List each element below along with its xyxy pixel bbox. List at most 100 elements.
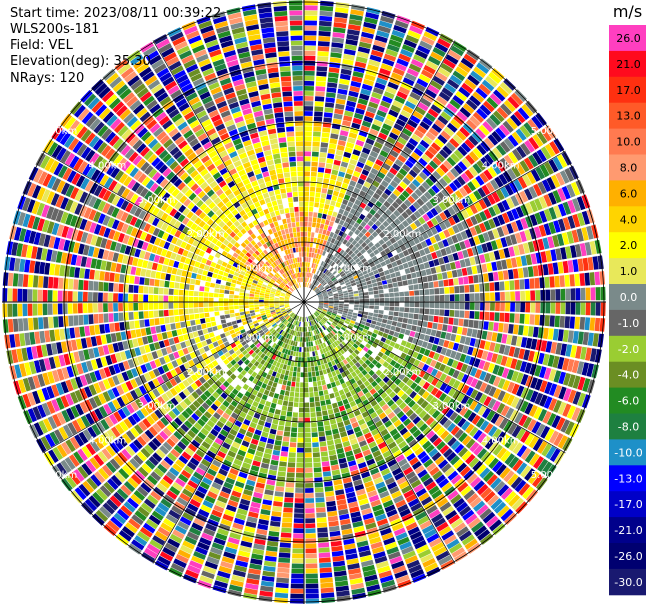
velocity-gate (414, 302, 420, 308)
velocity-gate (348, 237, 355, 243)
velocity-gate (469, 256, 476, 266)
velocity-gate (358, 289, 364, 293)
velocity-gate (23, 318, 29, 331)
velocity-gate (378, 216, 386, 224)
velocity-gate (489, 93, 502, 106)
velocity-gate (524, 314, 530, 325)
velocity-gate (375, 159, 384, 167)
velocity-gate (579, 243, 587, 257)
velocity-gate (394, 297, 400, 302)
velocity-gate (391, 261, 398, 268)
velocity-gate (158, 310, 164, 317)
velocity-gate (366, 268, 373, 273)
velocity-gate (477, 187, 487, 198)
velocity-gate (367, 284, 373, 288)
velocity-gate (348, 291, 354, 295)
velocity-gate (272, 506, 282, 512)
velocity-gate (466, 248, 474, 257)
velocity-gate (567, 330, 574, 343)
velocity-gate (384, 302, 390, 306)
velocity-gate (348, 90, 359, 98)
velocity-gate (418, 73, 431, 84)
velocity-gate (382, 314, 389, 320)
velocity-gate (398, 168, 408, 177)
velocity-gate (484, 153, 495, 165)
velocity-gate (474, 391, 483, 402)
velocity-gate (331, 545, 343, 552)
velocity-gate (497, 378, 506, 389)
velocity-gate (518, 243, 525, 255)
velocity-gate (444, 302, 450, 309)
velocity-gate (360, 248, 366, 255)
velocity-gate (301, 362, 304, 368)
velocity-gate (524, 362, 532, 374)
velocity-gate (386, 278, 393, 284)
velocity-gate (364, 238, 371, 245)
velocity-gate (294, 508, 304, 514)
velocity-gate (312, 247, 316, 253)
velocity-gate (562, 329, 569, 343)
velocity-gate (449, 309, 455, 317)
velocity-gate (314, 350, 319, 356)
velocity-gate (405, 208, 413, 216)
velocity-gate (557, 261, 564, 274)
velocity-gate (481, 243, 489, 253)
velocity-gate (359, 323, 365, 329)
velocity-gate (284, 492, 294, 498)
velocity-gate (373, 212, 381, 220)
velocity-gate (396, 91, 408, 100)
velocity-gate (437, 67, 451, 78)
velocity-gate (316, 522, 328, 528)
velocity-gate (82, 291, 88, 302)
velocity-gate (340, 226, 347, 232)
velocity-gate (324, 204, 330, 210)
velocity-gate (280, 537, 292, 543)
velocity-gate (423, 314, 429, 321)
velocity-gate (374, 114, 385, 123)
velocity-gate (443, 385, 452, 395)
velocity-gate (319, 239, 324, 245)
velocity-gate (357, 245, 364, 252)
velocity-gate (318, 542, 330, 548)
velocity-gate (37, 303, 43, 316)
velocity-gate (444, 287, 450, 294)
velocity-gate (570, 288, 576, 301)
velocity-gate (589, 272, 595, 286)
velocity-gate (504, 280, 510, 291)
velocity-gate (433, 281, 439, 288)
velocity-gate (425, 238, 432, 246)
velocity-gate (278, 420, 285, 426)
velocity-gate (383, 53, 397, 62)
velocity-gate (465, 99, 478, 111)
velocity-gate (291, 568, 304, 574)
velocity-gate (533, 226, 542, 239)
velocity-gate (491, 353, 498, 363)
velocity-gate (432, 274, 438, 281)
velocity-gate (587, 332, 594, 346)
velocity-gate (386, 44, 400, 53)
velocity-gate (449, 286, 455, 294)
velocity-gate (393, 355, 400, 362)
velocity-gate (320, 261, 325, 266)
velocity-gate (317, 421, 324, 427)
velocity-gate (272, 418, 279, 425)
velocity-gate (312, 351, 316, 357)
velocity-gate (395, 247, 402, 254)
velocity-gate (555, 302, 561, 314)
velocity-gate (469, 311, 475, 319)
velocity-gate (306, 252, 309, 257)
velocity-gate (447, 227, 455, 236)
velocity-gate (534, 378, 543, 391)
velocity-gate (506, 117, 518, 130)
velocity-gate (307, 362, 311, 367)
velocity-gate (313, 212, 318, 218)
velocity-gate (329, 248, 334, 254)
velocity-gate (304, 65, 315, 71)
velocity-gate (499, 141, 511, 153)
velocity-gate (362, 314, 368, 319)
velocity-gate (474, 213, 483, 224)
velocity-gate (273, 501, 283, 507)
velocity-gate (318, 552, 331, 558)
velocity-gate (317, 51, 329, 57)
velocity-gate (495, 127, 507, 140)
